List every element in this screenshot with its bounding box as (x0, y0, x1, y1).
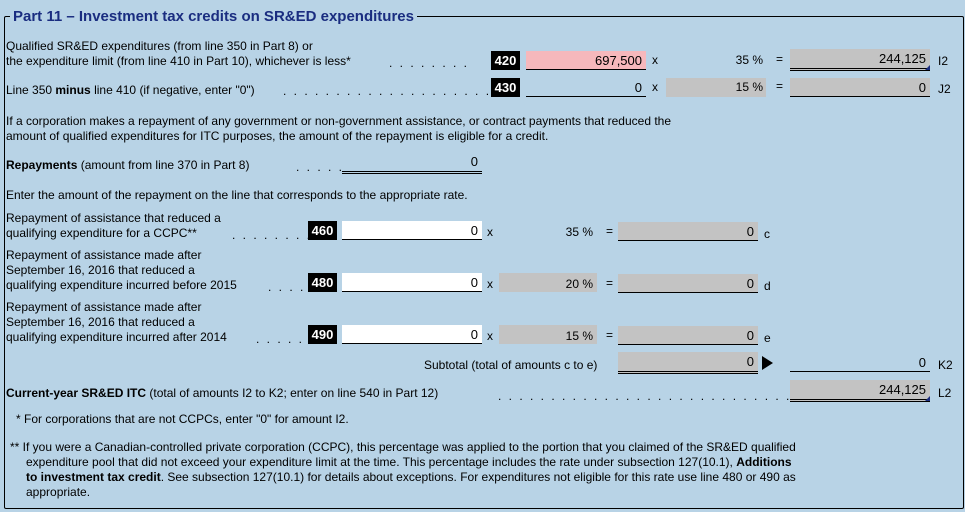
amount-480-input[interactable]: 0 (342, 273, 482, 292)
rate-480: 20 % (565, 277, 593, 291)
times-sign: x (652, 53, 658, 67)
rate-460: 35 % (565, 225, 593, 239)
line-code-460: 460 (308, 221, 337, 240)
line-code-480: 480 (308, 273, 337, 292)
repayment-note-line2: amount of qualified expenditures for ITC… (6, 129, 549, 143)
footnote-rate-line3: to investment tax credit. See subsection… (10, 470, 796, 485)
ref-K2: K2 (938, 358, 953, 372)
row480-label-line2: September 16, 2016 that reduced a (6, 263, 195, 277)
corner-marker-icon (925, 65, 930, 70)
footnote-rate: ** If you were a Canadian-controlled pri… (10, 440, 796, 500)
line-code-420: 420 (491, 51, 520, 70)
ref-d: d (764, 279, 771, 293)
row490-label-line1: Repayment of assistance made after (6, 300, 202, 314)
repayment-note: If a corporation makes a repayment of an… (6, 114, 671, 144)
part11-frame (4, 16, 964, 509)
result-K2: 0 (790, 353, 930, 372)
footnote-rate-line4: appropriate. (26, 485, 91, 499)
rate-430: 15 % (735, 80, 763, 94)
row480-label: Repayment of assistance made after Septe… (6, 248, 237, 293)
result-d: 0 (618, 274, 758, 293)
times-sign: x (487, 329, 493, 343)
row420-label: Qualified SR&ED expenditures (from line … (6, 39, 351, 69)
times-sign: x (487, 277, 493, 291)
equals-sign: = (606, 328, 614, 342)
repayments-label: Repayments (amount from line 370 in Part… (6, 158, 249, 172)
row490-label: Repayment of assistance made after Septe… (6, 300, 227, 345)
leader-dots: . . . . . . . . . (232, 228, 323, 242)
ref-J2: J2 (938, 82, 951, 96)
row430-label: Line 350 minus line 410 (if negative, en… (6, 83, 255, 97)
enter-note: Enter the amount of the repayment on the… (6, 188, 468, 202)
result-J2: 0 (790, 78, 930, 97)
leader-dots: . . . . . (256, 332, 305, 346)
ref-e: e (764, 331, 771, 345)
footnote-ccpc: * For corporations that are not CCPCs, e… (16, 412, 349, 426)
row480-label-line1: Repayment of assistance made after (6, 248, 202, 262)
footnote-rate-line2-prefix: expenditure pool that did not exceed you… (26, 455, 737, 469)
row430-label-prefix: Line 350 (6, 83, 56, 97)
current-year-label-rest: (total of amounts I2 to K2; enter on lin… (146, 386, 439, 400)
row430-label-suffix: line 410 (if negative, enter "0") (90, 83, 255, 97)
times-sign: x (652, 80, 658, 94)
line-code-490: 490 (308, 325, 337, 344)
ref-I2: I2 (938, 54, 949, 68)
current-year-label-bold: Current-year SR&ED ITC (6, 386, 147, 400)
equals-sign: = (776, 79, 784, 93)
row460-label-line1: Repayment of assistance that reduced a (6, 211, 221, 225)
ref-c: c (764, 227, 770, 241)
footnote-rate-line1: ** If you were a Canadian-controlled pri… (10, 440, 796, 454)
leader-dots: . . . . . . . . . . . . . . . . . . . . … (283, 84, 524, 98)
row460-label-line2: qualifying expenditure for a CCPC** (6, 226, 197, 240)
amount-460-input[interactable]: 0 (342, 221, 482, 240)
ref-L2: L2 (938, 386, 952, 400)
rate-490: 15 % (565, 329, 593, 343)
equals-sign: = (606, 276, 614, 290)
current-year-label: Current-year SR&ED ITC (total of amounts… (6, 386, 438, 400)
repayments-value: 0 (342, 152, 482, 174)
row420-label-line2: the expenditure limit (from line 410 in … (6, 54, 351, 68)
repayments-label-rest: (amount from line 370 in Part 8) (77, 158, 250, 172)
amount-490-input[interactable]: 0 (342, 325, 482, 344)
result-I2: 244,125 (790, 49, 930, 71)
rate-box (499, 273, 597, 292)
row490-label-line3: qualifying expenditure incurred after 20… (6, 330, 227, 344)
amount-430-input[interactable]: 0 (526, 78, 646, 97)
subtotal-value: 0 (618, 352, 758, 374)
repayment-note-line1: If a corporation makes a repayment of an… (6, 114, 672, 128)
rate-box (666, 78, 766, 97)
footnote-rate-line2: expenditure pool that did not exceed you… (10, 455, 796, 470)
amount-420-input[interactable]: 697,500 (526, 51, 646, 70)
result-e: 0 (618, 326, 758, 345)
row490-label-line2: September 16, 2016 that reduced a (6, 315, 195, 329)
times-sign: x (487, 225, 493, 239)
rate-420: 35 % (735, 53, 763, 67)
line-code-430: 430 (491, 78, 520, 97)
rate-box (499, 325, 597, 344)
row480-label-line3: qualifying expenditure incurred before 2… (6, 278, 237, 292)
leader-dots: . . . . . . . . (389, 56, 470, 70)
leader-dots: . . . . (268, 280, 306, 294)
repayments-label-bold: Repayments (6, 158, 78, 172)
row430-label-bold: minus (55, 83, 91, 97)
row460-label: Repayment of assistance that reduced a q… (6, 211, 221, 241)
section-title: Part 11 – Investment tax credits on SR&E… (10, 8, 417, 25)
row420-label-line1: Qualified SR&ED expenditures (from line … (6, 39, 313, 53)
equals-sign: = (776, 52, 784, 66)
footnote-rate-line3-rest: . See subsection 127(10.1) for details a… (160, 470, 796, 484)
arrow-right-icon (762, 356, 773, 370)
result-c: 0 (618, 222, 758, 241)
footnote-rate-line3-bold: to investment tax credit (26, 470, 161, 484)
subtotal-label: Subtotal (total of amounts c to e) (424, 358, 598, 372)
leader-dots: . . . . . (296, 160, 345, 174)
corner-marker-icon (925, 396, 930, 401)
result-L2: 244,125 (790, 380, 930, 402)
equals-sign: = (606, 224, 614, 238)
footnote-rate-line2-bold: Additions (736, 455, 792, 469)
